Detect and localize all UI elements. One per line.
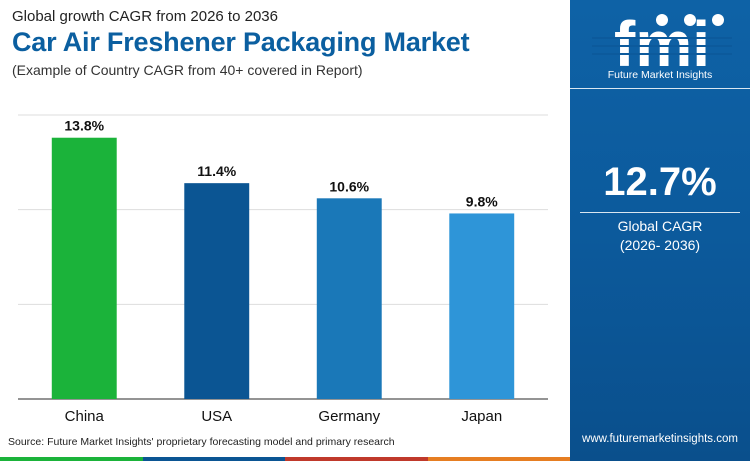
panel-divider	[570, 88, 750, 89]
strip-segment-orange	[427, 457, 570, 461]
source-note: Source: Future Market Insights' propriet…	[8, 436, 395, 448]
logo-subtitle: Future Market Insights	[607, 69, 713, 81]
global-cagr-value: 12.7%	[603, 160, 717, 204]
global-cagr-label: Global CAGR	[617, 218, 703, 234]
value-divider	[580, 212, 740, 213]
chart-supertitle: Global growth CAGR from 2026 to 2036	[12, 8, 278, 25]
data-label: 9.8%	[466, 193, 498, 209]
data-label: 11.4%	[197, 163, 236, 179]
chart-subtitle: (Example of Country CAGR from 40+ covere…	[12, 62, 363, 78]
data-label: 10.6%	[329, 178, 369, 194]
strip-segment-red	[285, 457, 428, 461]
x-tick-label: USA	[201, 408, 232, 425]
x-tick-label: China	[65, 408, 105, 425]
fmi-logo: fmi	[592, 8, 732, 80]
chart-title: Car Air Freshener Packaging Market	[12, 27, 470, 57]
data-label: 13.8%	[64, 118, 104, 134]
globe-icon	[684, 14, 696, 26]
bar	[184, 183, 250, 399]
header: Global growth CAGR from 2026 to 2036 Car…	[12, 6, 470, 78]
strip-segment-green	[0, 457, 143, 461]
x-tick-label: Japan	[461, 408, 502, 425]
strip-segment-blue	[142, 457, 285, 461]
bar	[316, 198, 382, 399]
globe-icon	[712, 14, 724, 26]
global-cagr-period: (2026- 2036)	[619, 237, 701, 253]
bar	[51, 137, 117, 399]
bar-chart: 13.8% China 11.4% USA 10.6% Germany 9.8% Japan	[18, 114, 548, 425]
side-panel: fmi Future Market Insights 12.7% Global …	[570, 0, 750, 461]
website-link[interactable]: www.futuremarketinsights.com	[582, 433, 738, 445]
globe-icon	[656, 14, 668, 26]
bottom-color-strip	[0, 457, 570, 461]
x-tick-label: Germany	[318, 408, 380, 425]
bar	[449, 213, 515, 399]
